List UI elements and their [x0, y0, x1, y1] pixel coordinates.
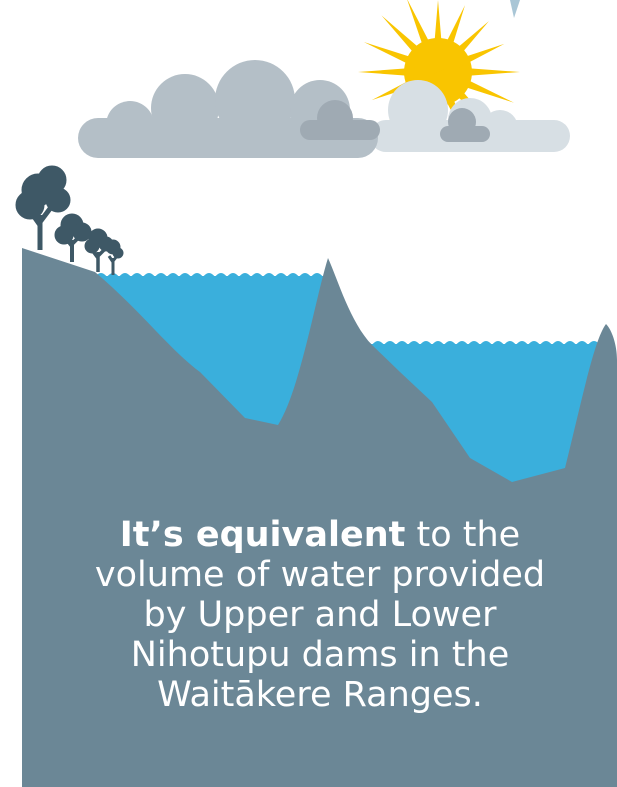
caption-bold: It’s equivalent: [120, 515, 406, 555]
page: It’s equivalent to the volume of water p…: [0, 0, 617, 787]
sky-mark: [510, 0, 520, 18]
caption: It’s equivalent to the volume of water p…: [70, 515, 570, 715]
